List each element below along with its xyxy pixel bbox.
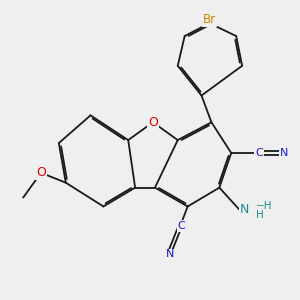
Text: C: C (177, 221, 185, 231)
Text: N: N (240, 203, 249, 216)
Text: N: N (280, 148, 288, 158)
Text: C: C (255, 148, 263, 158)
Text: −H: −H (256, 201, 272, 211)
Text: O: O (36, 166, 46, 179)
Text: Br: Br (203, 13, 216, 26)
Text: H: H (256, 210, 263, 220)
Text: N: N (166, 249, 174, 260)
Text: O: O (148, 116, 158, 129)
